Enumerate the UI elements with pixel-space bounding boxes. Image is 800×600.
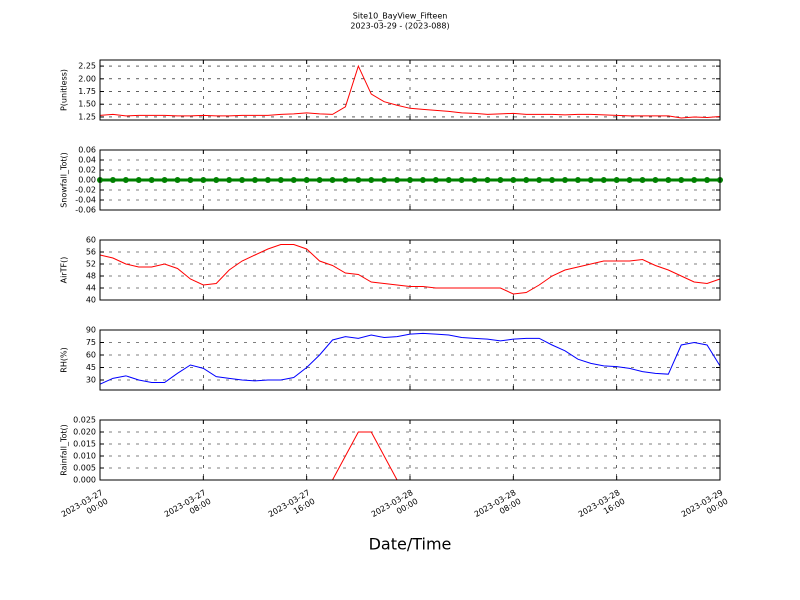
y-tick-label: -0.04 xyxy=(75,196,96,205)
y-tick-label: 90 xyxy=(86,326,96,335)
x-axis-label: Date/Time xyxy=(369,535,452,554)
y-tick-label: 0.020 xyxy=(73,428,96,437)
y-tick-label: 0.005 xyxy=(73,464,96,473)
y-tick-label: 0.025 xyxy=(73,416,96,425)
y-tick-label: 0.00 xyxy=(78,176,96,185)
y-tick-label: 40 xyxy=(86,296,96,305)
y-tick-label: 75 xyxy=(86,338,96,347)
y-tick-label: 0.06 xyxy=(78,146,96,155)
y-tick-label: 30 xyxy=(86,376,96,385)
y-tick-label: 52 xyxy=(86,260,96,269)
y-tick-label: 0.010 xyxy=(73,452,96,461)
y-tick-label: 0.02 xyxy=(78,166,96,175)
y-tick-label: 48 xyxy=(86,272,96,281)
plot-frame xyxy=(99,59,721,121)
y-axis-label: Snowfall_Tot() xyxy=(60,152,69,208)
y-axis-label: AirTF() xyxy=(60,257,69,284)
plot-frame xyxy=(99,419,721,481)
y-tick-label: 60 xyxy=(86,236,96,245)
plot-frame xyxy=(99,149,721,211)
y-tick-label: 0.000 xyxy=(73,476,96,485)
y-tick-label: 0.015 xyxy=(73,440,96,449)
series-line xyxy=(99,244,721,295)
series-line xyxy=(99,64,721,119)
plot-frame xyxy=(99,329,721,391)
series-line xyxy=(99,332,721,385)
chart-title: Site10_BayView_Fifteen xyxy=(353,12,448,21)
plot-frame xyxy=(99,239,721,301)
y-tick-label: 2.00 xyxy=(78,74,96,83)
y-tick-label: 2.25 xyxy=(78,62,96,71)
chart-subtitle: 2023-03-29 - (2023-088) xyxy=(350,22,449,31)
y-tick-label: 0.04 xyxy=(78,156,96,165)
y-tick-label: 56 xyxy=(86,248,96,257)
y-tick-label: 60 xyxy=(86,351,96,360)
y-tick-label: -0.02 xyxy=(75,186,96,195)
y-tick-label: 1.75 xyxy=(78,87,96,96)
y-tick-label: 44 xyxy=(86,284,96,293)
y-tick-label: 1.25 xyxy=(78,112,96,121)
y-axis-label: RH(%) xyxy=(60,347,69,372)
y-tick-label: 45 xyxy=(86,363,96,372)
y-axis-label: Rainfall_Tot() xyxy=(60,424,69,476)
y-axis-label: P(unitless) xyxy=(60,69,69,111)
y-tick-label: 1.50 xyxy=(78,100,96,109)
y-tick-label: -0.06 xyxy=(75,206,96,215)
